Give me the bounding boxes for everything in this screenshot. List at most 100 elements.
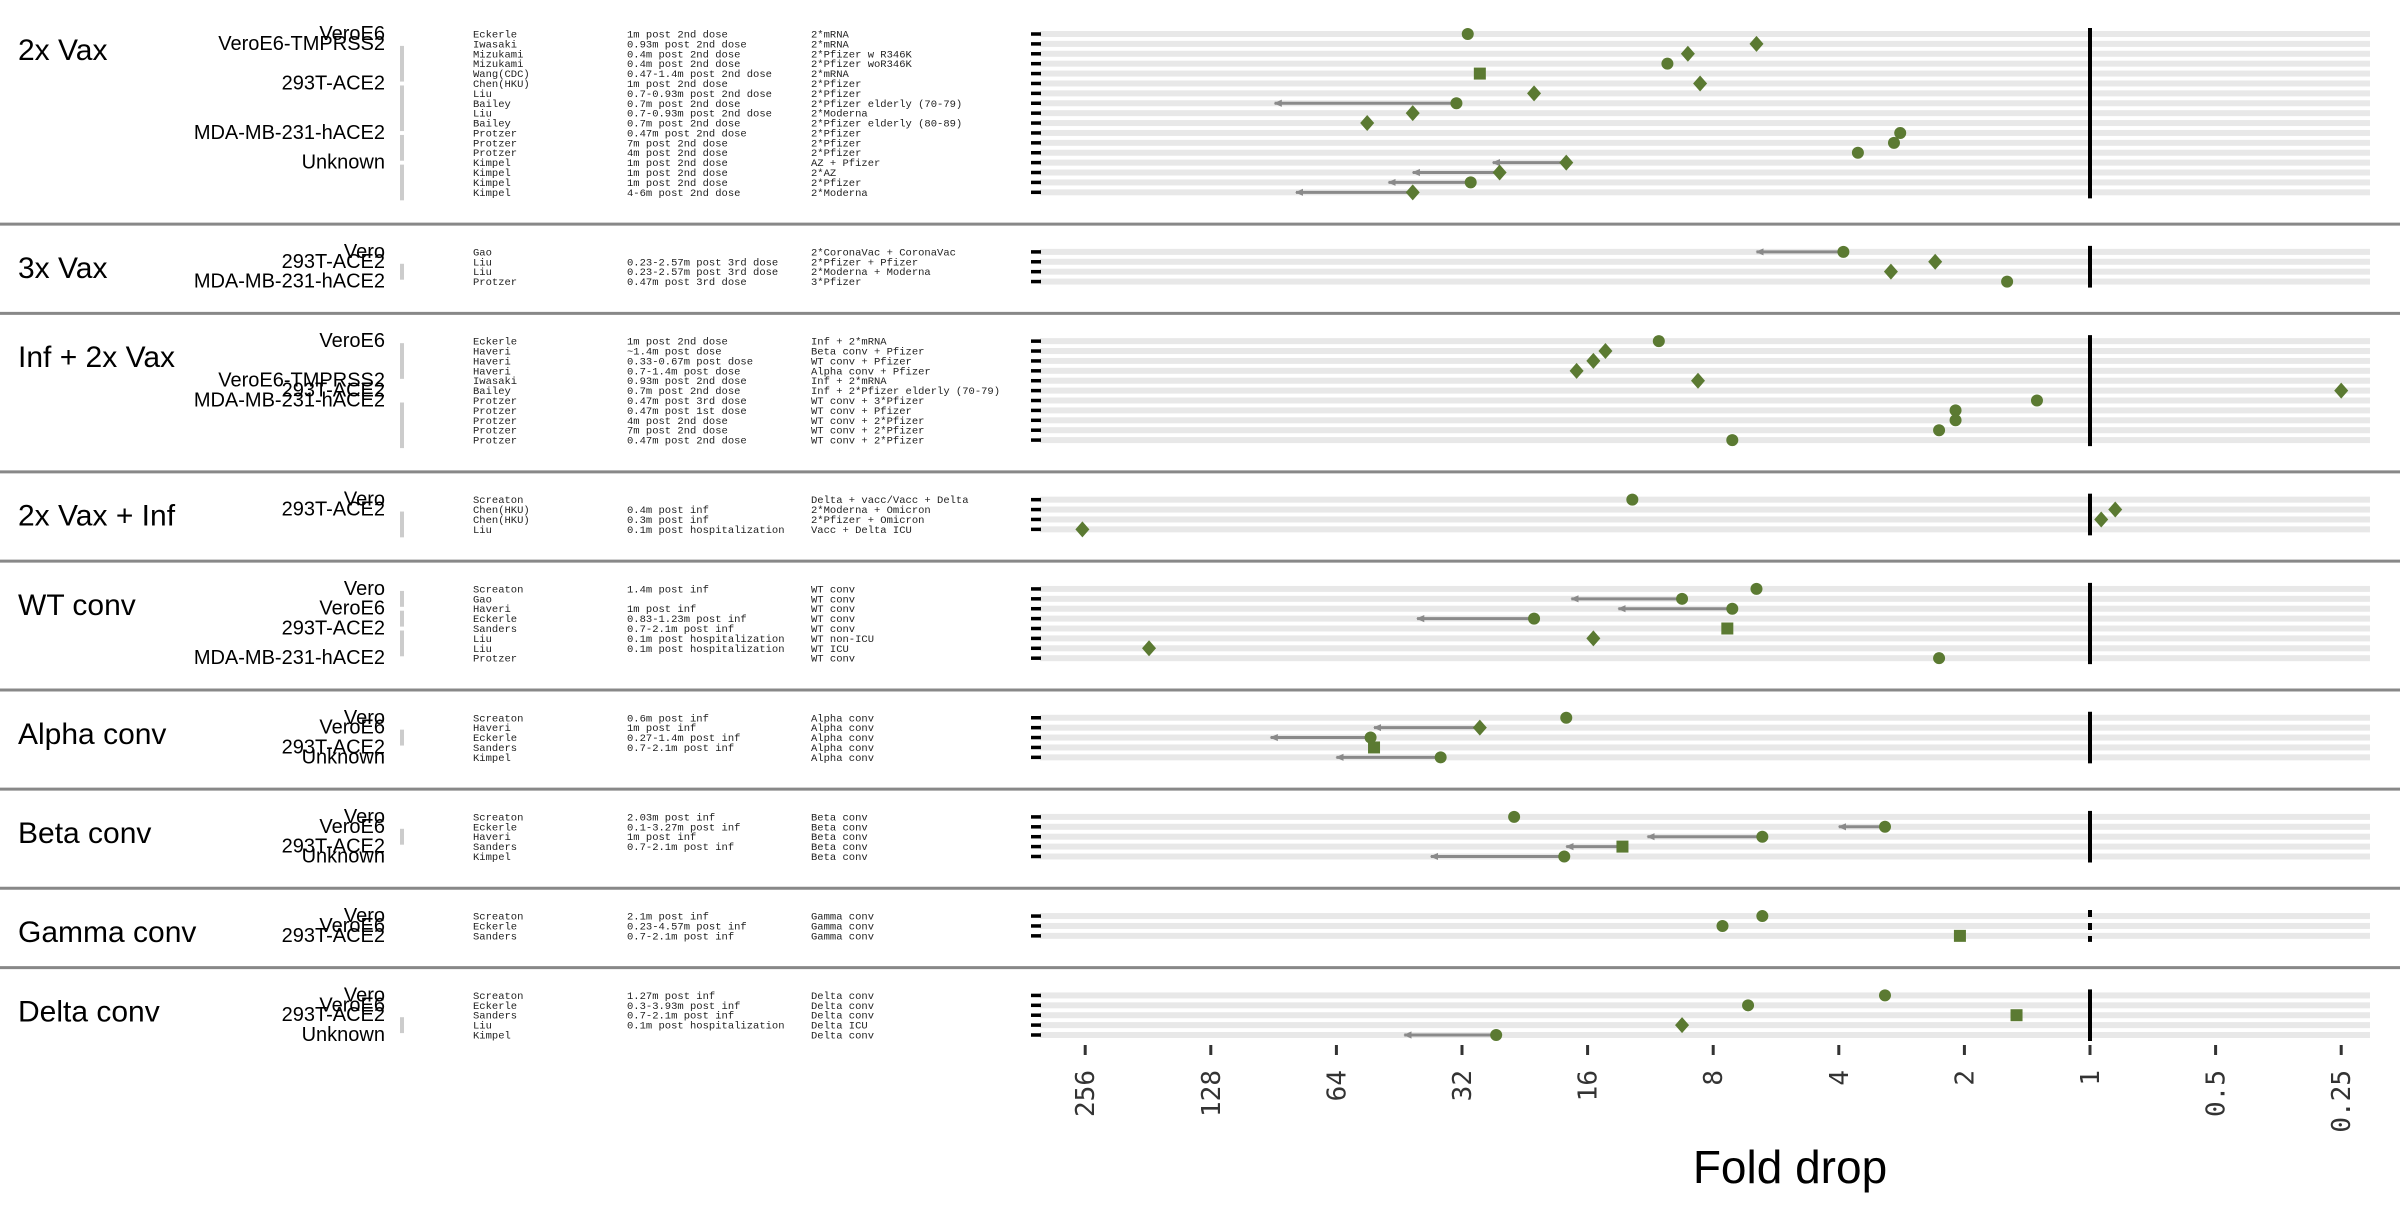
data-point-circle: [1626, 493, 1639, 506]
row-band: [1040, 645, 2370, 652]
cell-line-label: Vero: [344, 984, 385, 1006]
x-tick-label: 0.25: [2327, 1070, 2357, 1133]
cell-block-bar: [400, 630, 404, 657]
cell-line-label: VeroE6: [319, 330, 385, 352]
regimen-label: 2*Pfizer elderly (70-79): [811, 99, 962, 111]
regimen-label: WT non-ICU: [811, 634, 874, 646]
row-band: [1040, 744, 2370, 751]
timing-label: 0.47m post 2nd dose: [627, 128, 747, 140]
study-label: Bailey: [473, 386, 511, 398]
regimen-label: WT conv: [811, 614, 855, 626]
study-label: Screaton: [473, 713, 523, 725]
data-point-circle: [2030, 394, 2043, 407]
data-point-circle: [1756, 830, 1769, 843]
data-point-diamond: [1675, 1017, 1690, 1034]
regimen-label: WT conv + Pfizer: [811, 406, 912, 418]
study-label: Chen(HKU): [473, 515, 530, 527]
row-band: [1040, 1032, 2370, 1038]
regimen-label: 2*Pfizer elderly (80-89): [811, 119, 962, 131]
row-band: [1040, 367, 2370, 374]
data-point-diamond: [1405, 184, 1420, 201]
regimen-label: 2*Pfizer: [811, 128, 861, 140]
data-point-circle: [1750, 582, 1763, 595]
cell-line-label: VeroE6: [319, 598, 385, 620]
regimen-label: WT conv + Pfizer: [811, 356, 912, 368]
data-point-circle: [1716, 919, 1729, 932]
study-label: Eckerle: [473, 30, 517, 42]
group-label: Alpha conv: [18, 718, 166, 751]
regimen-label: WT ICU: [811, 644, 849, 656]
group-label: Inf + 2x Vax: [18, 341, 175, 374]
data-point-diamond: [1569, 362, 1584, 379]
study-label: Protzer: [473, 277, 517, 289]
study-label: Liu: [473, 267, 492, 279]
regimen-label: Alpha conv: [811, 743, 874, 755]
cell-block-bar: [400, 729, 404, 746]
study-label: Screaton: [473, 812, 523, 824]
timing-label: 0.7-0.93m post 2nd dose: [627, 109, 772, 121]
data-point-square: [1721, 622, 1734, 635]
data-point-diamond: [1598, 343, 1613, 360]
regimen-label: WT conv: [811, 594, 855, 606]
regimen-label: 2*mRNA: [811, 39, 850, 51]
row-band: [1040, 615, 2370, 622]
study-label: Kimpel: [473, 168, 511, 180]
row-band: [1040, 248, 2370, 255]
row-band: [1040, 90, 2370, 97]
timing-label: 0.93m post 2nd dose: [627, 376, 747, 388]
regimen-label: Alpha conv: [811, 713, 874, 725]
regimen-label: Gamma conv: [811, 912, 874, 924]
data-point-diamond: [1693, 75, 1708, 92]
timing-label: 0.1-3.27m post inf: [627, 822, 740, 834]
data-point-diamond: [1527, 85, 1542, 102]
study-label: Haveri: [473, 347, 511, 359]
cell-block-bar: [400, 263, 404, 280]
timing-label: 0.33-0.67m post dose: [627, 356, 753, 368]
cell-line-label: VeroE6: [319, 816, 385, 838]
row-labels: 2x Vax VeroE6 Eckerle 1m post 2nd dose 2*mRN…: [18, 23, 1000, 1046]
cell-line-label: 293T-ACE2: [282, 251, 385, 273]
row-band: [1040, 338, 2370, 345]
data-point-diamond: [1405, 105, 1420, 122]
data-point-circle: [1949, 414, 1962, 427]
regimen-label: Delta conv: [811, 1001, 874, 1013]
regimen-label: 2*Pfizer + Omicron: [811, 515, 924, 527]
regimen-label: 2*mRNA: [811, 30, 850, 42]
data-point-diamond: [1360, 115, 1375, 132]
timing-label: 0.3-3.93m post inf: [627, 1001, 740, 1013]
timing-label: 0.7-2.1m post inf: [627, 743, 734, 755]
row-band: [1040, 129, 2370, 136]
cell-block-bar: [400, 511, 404, 538]
row-band: [1040, 843, 2370, 850]
timing-label: 0.7-2.1m post inf: [627, 1011, 734, 1023]
data-point-diamond: [1586, 630, 1601, 647]
regimen-label: Delta ICU: [811, 1021, 868, 1033]
data-point-circle: [1450, 97, 1463, 110]
timing-label: 0.47m post 1st dose: [627, 406, 747, 418]
regimen-label: 2*Pfizer + Pfizer: [811, 257, 918, 269]
data-point-square: [1616, 840, 1629, 853]
regimen-label: Delta conv: [811, 1011, 874, 1023]
row-band: [1040, 110, 2370, 117]
regimen-label: 2*Pfizer: [811, 79, 861, 91]
study-label: Haveri: [473, 366, 511, 378]
study-label: Liu: [473, 644, 492, 656]
x-tick-label: 2: [1950, 1070, 1980, 1086]
regimen-label: 2*mRNA: [811, 69, 850, 81]
data-point-circle: [1894, 126, 1907, 139]
row-band: [1040, 913, 2370, 920]
data-point-circle: [1652, 335, 1665, 348]
regimen-label: WT conv + 2*Pfizer: [811, 436, 924, 448]
row-band: [1040, 169, 2370, 176]
data-point-circle: [1878, 820, 1891, 833]
cell-block-bar: [400, 828, 404, 845]
study-label: Chen(HKU): [473, 79, 530, 91]
cell-block-bar: [400, 164, 404, 201]
regimen-label: 2*AZ: [811, 168, 836, 180]
regimen-label: WT conv + 2*Pfizer: [811, 416, 924, 428]
data-point-circle: [1933, 424, 1946, 437]
study-label: Protzer: [473, 148, 517, 160]
timing-label: 0.1m post hospitalization: [627, 634, 785, 646]
regimen-label: Inf + 2*Pfizer elderly (70-79): [811, 386, 1000, 398]
timing-label: 1m post inf: [627, 604, 696, 616]
